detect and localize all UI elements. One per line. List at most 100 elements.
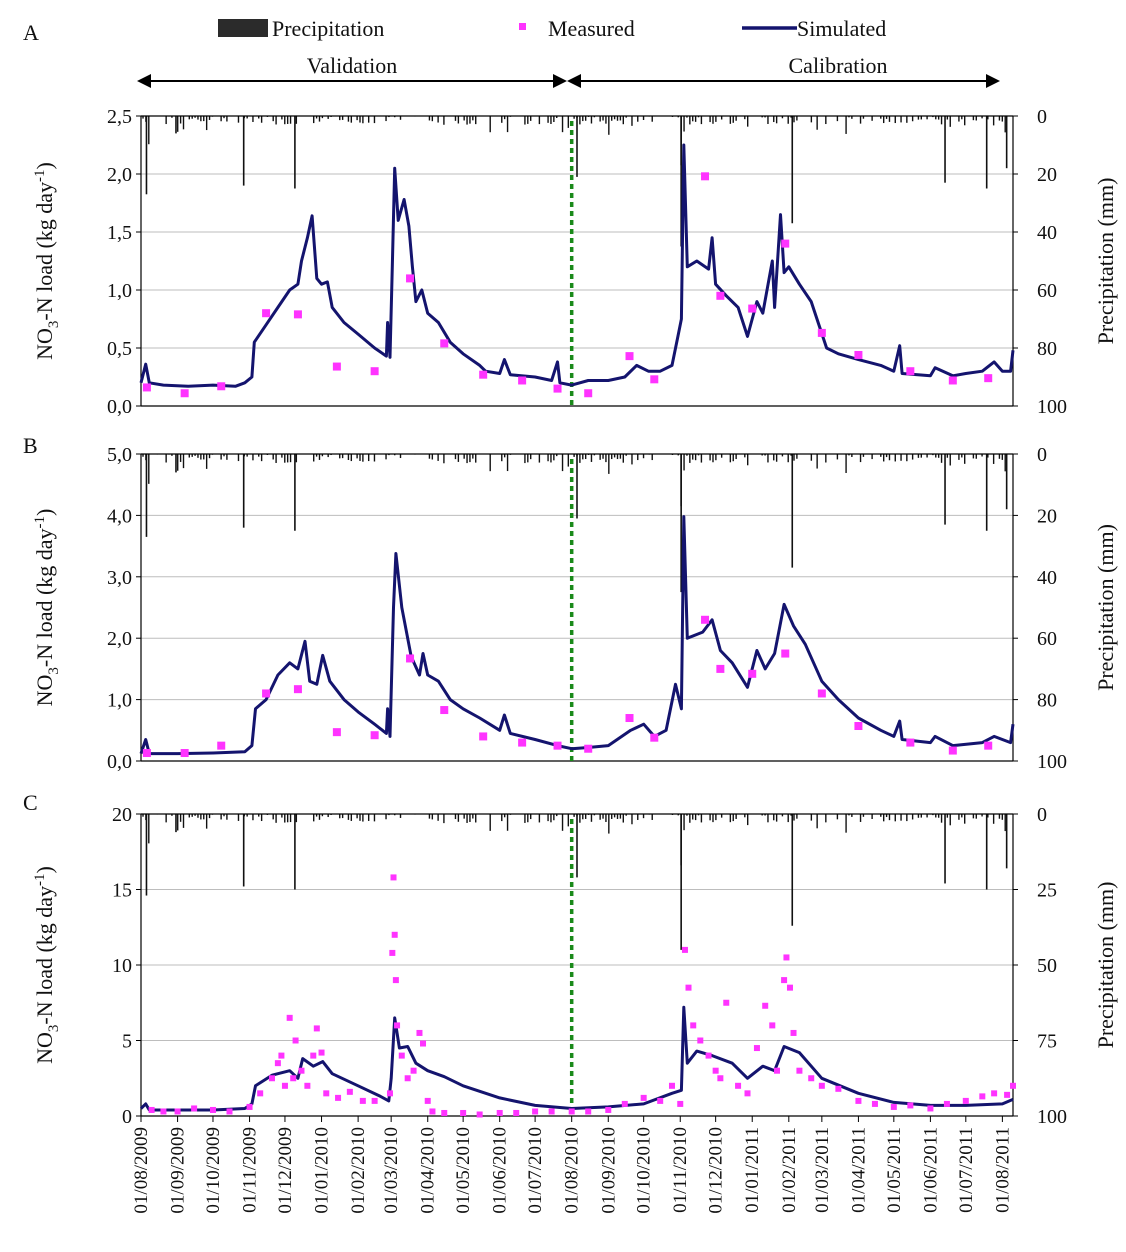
x-tick-label: 01/11/2009 xyxy=(240,1127,261,1213)
y-right-tick-label: 40 xyxy=(1037,567,1057,589)
x-tick-label: 01/07/2010 xyxy=(525,1127,546,1214)
y-right-tick-label: 20 xyxy=(1037,164,1057,186)
period-arrows: Validation Calibration xyxy=(137,53,1000,88)
measured-point xyxy=(174,1108,181,1115)
measured-point xyxy=(786,984,793,991)
y-tick-label: 20 xyxy=(112,804,132,826)
measured-point xyxy=(716,664,725,673)
y-tick-label: 2,0 xyxy=(107,628,132,650)
measured-point xyxy=(948,376,957,385)
measured-point xyxy=(948,746,957,755)
x-tick-label: 01/10/2009 xyxy=(203,1127,224,1214)
y-tick-label: 2,0 xyxy=(107,164,132,186)
x-tick-label: 01/08/2011 xyxy=(992,1127,1013,1213)
measured-point xyxy=(394,1022,401,1029)
measured-point xyxy=(142,383,151,392)
panel-a-letter: A xyxy=(23,20,39,45)
x-tick-label: 01/02/2010 xyxy=(348,1127,369,1214)
measured-point xyxy=(605,1106,612,1113)
measured-point xyxy=(625,352,634,361)
legend-simulated-label: Simulated xyxy=(797,16,886,41)
measured-point xyxy=(532,1108,539,1115)
precipitation-bars xyxy=(142,814,1008,950)
measured-point xyxy=(553,384,562,393)
measured-point xyxy=(262,689,271,698)
y-axis-title: NO3-N load (kg day-1) xyxy=(32,509,62,707)
x-tick-label: 01/02/2011 xyxy=(779,1127,800,1213)
x-tick-label: 01/09/2010 xyxy=(598,1127,619,1214)
measured-point xyxy=(332,362,341,371)
measured-point xyxy=(274,1060,281,1067)
measured-point xyxy=(290,1075,297,1082)
measured-point xyxy=(180,749,189,758)
y-axis-title: NO3-N load (kg day-1) xyxy=(32,162,62,360)
y-axis-title-main: NO xyxy=(32,328,57,360)
y-right-tick-label: 75 xyxy=(1037,1031,1057,1053)
measured-point xyxy=(416,1029,423,1036)
measured-point xyxy=(398,1052,405,1059)
y-right-axis-title: Precipitation (mm) xyxy=(1093,882,1118,1049)
measured-point xyxy=(1010,1082,1016,1089)
measured-point xyxy=(962,1097,969,1104)
y-right-axis-title: Precipitation (mm) xyxy=(1093,178,1118,345)
measured-point xyxy=(979,1093,986,1100)
measured-point xyxy=(744,1090,751,1097)
measured-point xyxy=(650,733,659,742)
measured-point xyxy=(890,1103,897,1110)
x-tick-label: 01/10/2010 xyxy=(634,1127,655,1214)
measured-point xyxy=(701,615,710,624)
x-tick-label: 01/03/2010 xyxy=(381,1127,402,1214)
measured-point xyxy=(762,1002,769,1009)
measured-point xyxy=(406,274,415,283)
measured-point xyxy=(984,374,993,383)
measured-point xyxy=(281,1082,288,1089)
measured-point xyxy=(927,1105,934,1112)
measured-point xyxy=(410,1067,417,1074)
y-tick-label: 2,5 xyxy=(107,106,132,128)
measured-point xyxy=(518,738,527,747)
measured-point xyxy=(701,172,710,181)
measured-point xyxy=(217,741,226,750)
measured-point xyxy=(518,376,527,385)
measured-point xyxy=(460,1109,467,1116)
measured-point xyxy=(226,1108,233,1115)
measured-point xyxy=(796,1067,803,1074)
measured-point xyxy=(548,1108,555,1115)
simulated-series-line xyxy=(139,1005,1014,1112)
y-axis-title-sup: -1 xyxy=(32,169,48,182)
measured-point xyxy=(781,649,790,658)
measured-point xyxy=(191,1105,198,1112)
measured-point xyxy=(292,1037,299,1044)
x-tick-label: 01/05/2010 xyxy=(453,1127,474,1214)
measured-point xyxy=(420,1040,427,1047)
measured-point xyxy=(835,1085,842,1092)
calibration-arrow-left-head xyxy=(567,74,581,88)
y-tick-label: 4,0 xyxy=(107,505,132,527)
measured-point xyxy=(668,1082,675,1089)
measured-point xyxy=(817,328,826,337)
measured-point xyxy=(781,239,790,248)
measured-point xyxy=(293,685,302,694)
measured-point xyxy=(389,949,396,956)
y-axis-title-sub: 3 xyxy=(46,1025,62,1033)
measured-point xyxy=(685,984,692,991)
measured-point xyxy=(246,1103,253,1110)
y-right-tick-label: 100 xyxy=(1037,751,1067,773)
calibration-label: Calibration xyxy=(789,53,888,78)
measured-point xyxy=(769,1022,776,1029)
y-axis-title-close: ) xyxy=(32,509,57,516)
measured-point xyxy=(217,382,226,391)
panel-b: 0,0 1,0 2,0 3,0 4,0 5,0 0 20 40 60 80 100 NO3-N load… xyxy=(32,444,1118,773)
y-axis-title-main: NO xyxy=(32,1032,57,1064)
y-right-tick-label: 50 xyxy=(1037,955,1057,977)
y-right-tick-label: 0 xyxy=(1037,444,1047,466)
measured-point xyxy=(584,389,593,398)
simulated-series-line xyxy=(139,515,1015,756)
measured-point xyxy=(310,1052,317,1059)
y-right-tick-label: 20 xyxy=(1037,505,1057,527)
y-axis-title-sup: -1 xyxy=(32,516,48,529)
y-tick-label: 10 xyxy=(112,955,132,977)
measured-point xyxy=(907,1102,914,1109)
y-tick-label: 0 xyxy=(122,1106,132,1128)
measured-point xyxy=(371,1097,378,1104)
